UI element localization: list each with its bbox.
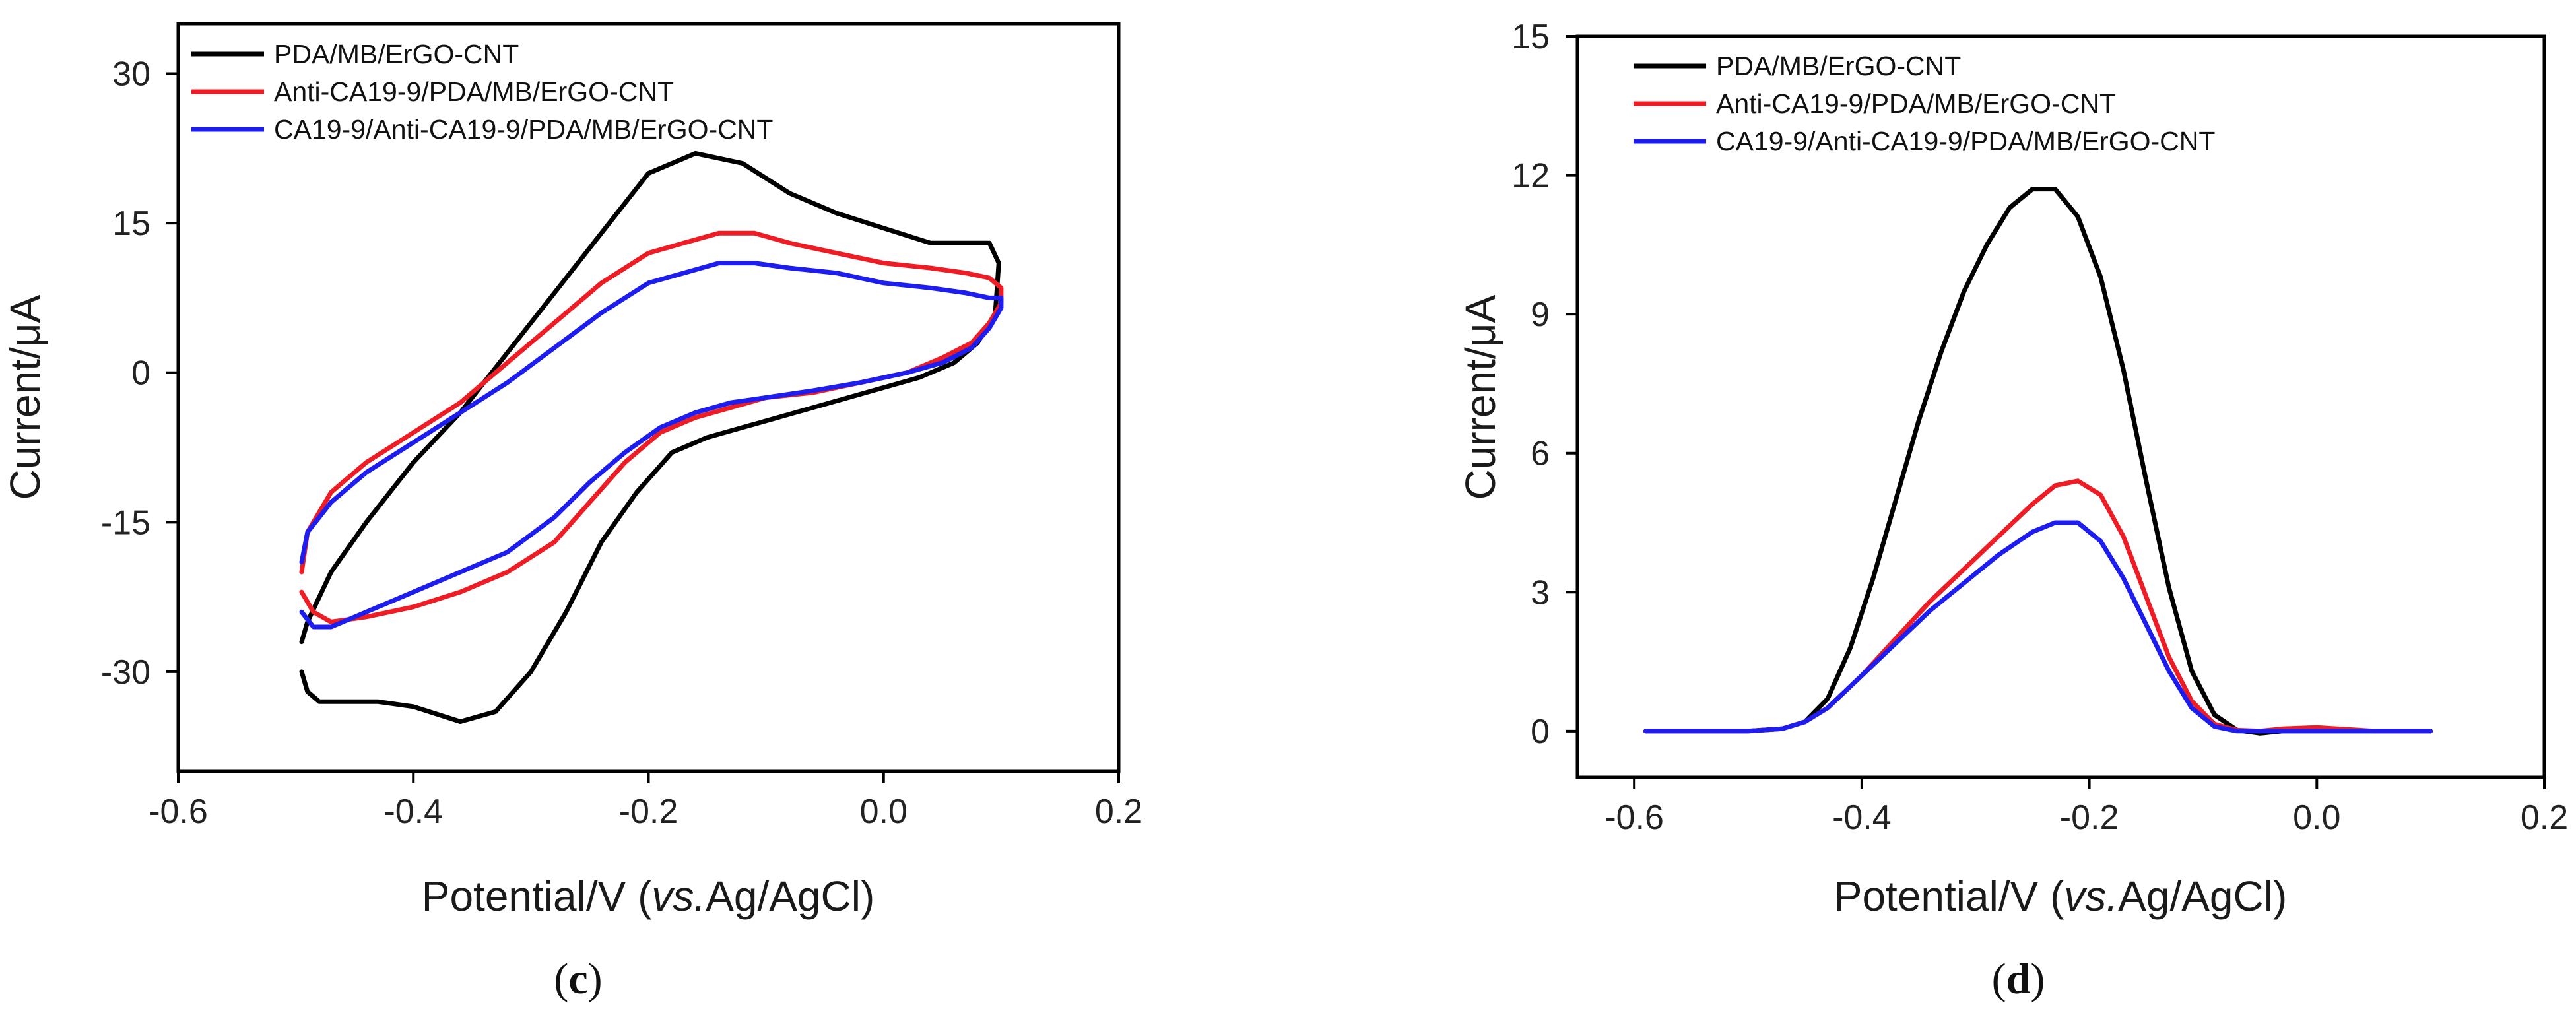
legend-label-c-2: Anti-CA19-9/PDA/MB/ErGO-CNT [274,77,674,107]
x-tick-label-c: 0.2 [1095,793,1142,831]
series-line-c-2 [299,230,1004,624]
y-tick-label-c: 15 [112,205,150,243]
ticks-layer-d: -0.6 -0.4 -0.2 0.0 0.2 15 12 9 6 3 0 [1511,18,2568,837]
series-layer-d [1643,187,2433,736]
x-axis-title-c: Potential/V (vs.Ag/AgCl) [422,872,875,920]
legend-c: PDA/MB/ErGO-CNT Anti-CA19-9/PDA/MB/ErGO-C… [191,39,773,145]
y-axis-title-c: Current/μA [1,294,49,500]
x-tick-label-c: -0.4 [383,793,443,831]
x-tick-label-c: -0.2 [619,793,678,831]
legend-label-d-3: CA19-9/Anti-CA19-9/PDA/MB/ErGO-CNT [1716,126,2215,156]
x-tick-label-c: -0.6 [149,793,208,831]
legend-d: PDA/MB/ErGO-CNT Anti-CA19-9/PDA/MB/ErGO-C… [1634,51,2215,156]
legend-label-d-1: PDA/MB/ErGO-CNT [1716,51,1961,81]
y-tick-label-c: 0 [131,354,150,393]
chart-panel-d: -0.6 -0.4 -0.2 0.0 0.2 15 12 9 6 3 0 PDA/MB/ErGO-C… [1457,18,2568,1003]
y-tick-label-d: 9 [1531,296,1550,334]
chart-panel-c: -0.6 -0.4 -0.2 0.0 0.2 30 15 0 -15 -30 PDA/MB/ErG… [1,22,1142,1003]
y-axis-title-d: Current/μA [1457,294,1504,500]
plot-frame-d [1575,34,2546,779]
series-line-d-2 [1643,478,2433,734]
y-tick-label-d: 15 [1511,18,1550,56]
series-line-c-3 [299,261,1004,630]
x-tick-label-c: 0.0 [860,793,908,831]
y-tick-label-c: -30 [101,653,150,692]
legend-label-d-2: Anti-CA19-9/PDA/MB/ErGO-CNT [1716,88,2116,119]
series-layer-c [299,150,1004,724]
y-tick-label-d: 12 [1511,157,1550,195]
panel-label-c: (c) [554,955,602,1003]
panel-label-d: (d) [1992,955,2045,1003]
x-tick-label-d: -0.6 [1604,799,1664,837]
series-line-d-3 [1643,520,2433,734]
y-tick-label-c: 30 [112,55,150,94]
y-tick-label-d: 0 [1531,713,1550,751]
x-tick-label-d: -0.2 [2060,799,2119,837]
series-line-d-1 [1643,187,2433,736]
x-tick-label-d: -0.4 [1832,799,1892,837]
legend-label-c-1: PDA/MB/ErGO-CNT [274,39,519,69]
x-tick-label-d: 0.0 [2293,799,2340,837]
x-axis-title-d: Potential/V (vs.Ag/AgCl) [1834,872,2288,920]
ticks-layer-c: -0.6 -0.4 -0.2 0.0 0.2 30 15 0 -15 -30 [101,55,1142,831]
y-tick-label-d: 6 [1531,435,1550,473]
x-tick-label-d: 0.2 [2521,799,2568,837]
legend-label-c-3: CA19-9/Anti-CA19-9/PDA/MB/ErGO-CNT [274,114,773,145]
y-tick-label-c: -15 [101,504,150,542]
y-tick-label-d: 3 [1531,573,1550,612]
